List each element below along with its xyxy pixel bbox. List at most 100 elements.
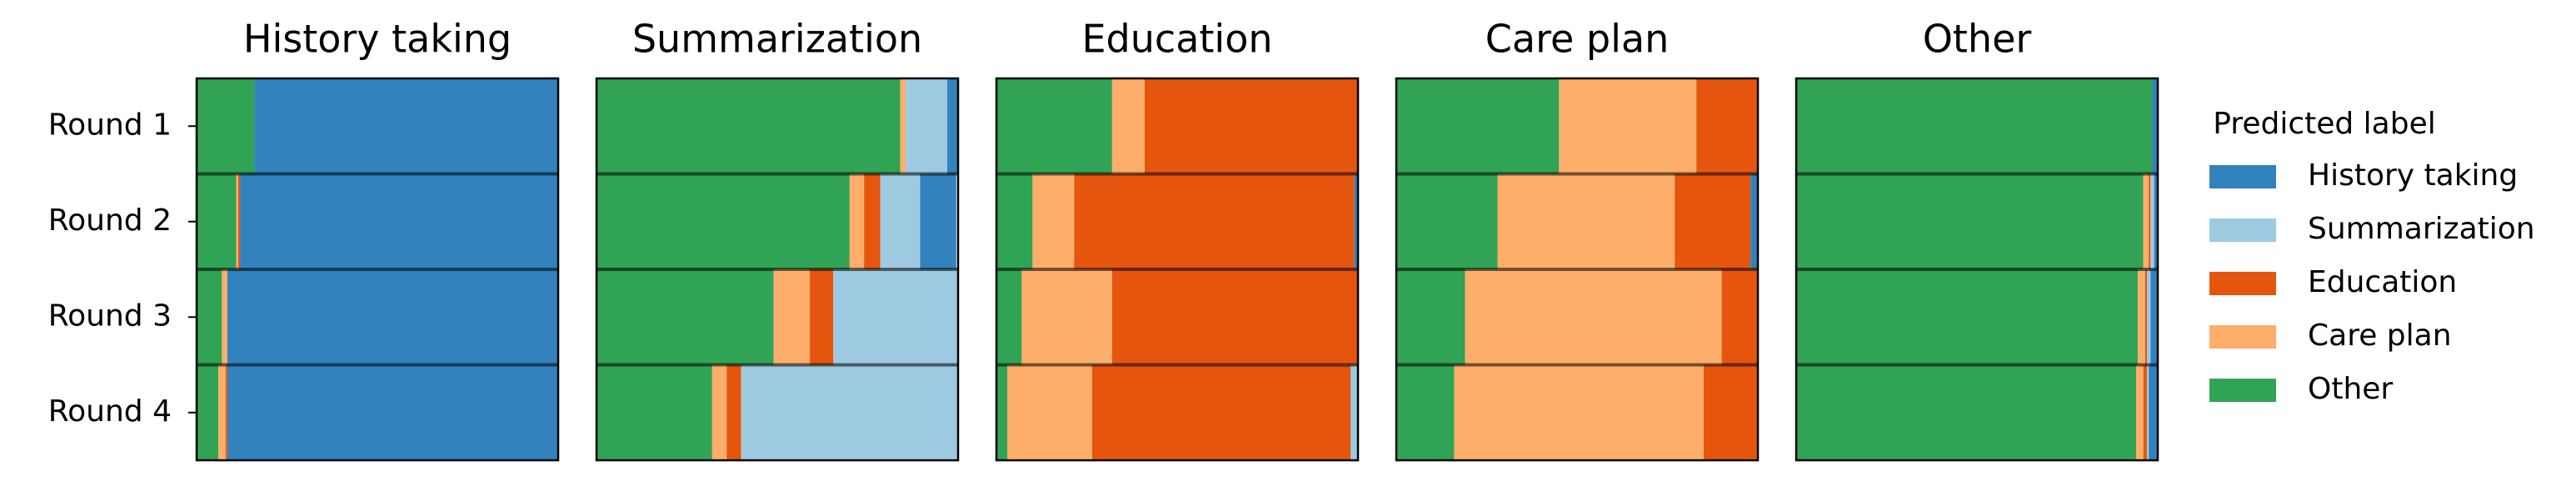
bar-segment (1721, 269, 1758, 365)
bar-segment (711, 364, 727, 460)
legend-label: Summarization (2308, 212, 2535, 246)
bar-segment (1350, 364, 1358, 460)
bar-segment (2149, 364, 2158, 460)
bar-segment (227, 269, 558, 365)
bar-segment (726, 364, 741, 460)
bar-segment (741, 364, 958, 460)
bar-segment (1396, 78, 1560, 174)
bar-segment (227, 364, 558, 460)
bar-segment (225, 364, 227, 460)
bar-segment (1497, 173, 1675, 269)
bar-segment (197, 78, 255, 174)
bar-segment (1144, 78, 1358, 174)
bar-segment (197, 269, 222, 365)
legend-swatch (2209, 325, 2276, 349)
bar-segment (1750, 173, 1758, 269)
bar-segment (1796, 364, 2136, 460)
bar-segment (597, 173, 850, 269)
bar-segment (1074, 173, 1355, 269)
bar-segment (2135, 364, 2144, 460)
legend-swatch (2209, 272, 2276, 295)
bar-segment (810, 269, 834, 365)
bar-segment (597, 364, 712, 460)
bar-segment (254, 78, 558, 174)
bar-segment (1111, 269, 1358, 365)
panel-title: Summarization (632, 17, 922, 62)
bar-segment (880, 173, 921, 269)
legend-label: Education (2308, 265, 2457, 299)
panel-frame (595, 77, 960, 462)
bar-segment (1796, 173, 2144, 269)
bar-segment (1796, 78, 2153, 174)
bar-segment (2154, 173, 2158, 269)
bar-segment (1696, 78, 1758, 174)
bar-segment (597, 269, 774, 365)
y-tick-label: Round 3 (48, 299, 172, 333)
y-tick-label: Round 2 (48, 203, 172, 238)
bar-segment (1396, 364, 1455, 460)
panel-title: Education (1081, 17, 1272, 62)
bar-segment (222, 269, 227, 365)
panel-frame (995, 77, 1360, 462)
bar-segment (197, 364, 219, 460)
bar-segment (2146, 364, 2149, 460)
legend-swatch (2209, 379, 2276, 402)
bar-segment (906, 78, 947, 174)
legend-label: Care plan (2308, 319, 2452, 353)
bar-segment (2150, 269, 2158, 365)
bar-segment (996, 364, 1008, 460)
bar-segment (197, 173, 237, 269)
bar-segment (2143, 364, 2147, 460)
bar-segment (597, 78, 901, 174)
bar-segment (2149, 173, 2151, 269)
bar-segment (920, 173, 956, 269)
bar-segment (1454, 364, 1704, 460)
bar-segment (1007, 364, 1093, 460)
bar-segment (849, 173, 865, 269)
bar-segment (900, 78, 906, 174)
bar-segment (833, 269, 958, 365)
bar-segment (1396, 269, 1465, 365)
bar-segment (1396, 173, 1498, 269)
bar-segment (2138, 269, 2145, 365)
bar-segment (773, 269, 811, 365)
bar-segment (237, 173, 241, 269)
bar-segment (2143, 173, 2149, 269)
bar-segment (236, 173, 238, 269)
panel-frame (195, 77, 560, 462)
panel-frame (1795, 77, 2159, 462)
panel-title: History taking (243, 17, 512, 62)
bar-segment (2146, 269, 2151, 365)
bar-segment (1021, 269, 1112, 365)
panel-title: Other (1923, 17, 2032, 62)
bar-segment (1559, 78, 1697, 174)
bar-segment (1465, 269, 1722, 365)
bar-segment (1032, 173, 1075, 269)
bar-segment (2150, 173, 2154, 269)
legend-title: Predicted label (2213, 107, 2436, 141)
bar-segment (2144, 269, 2147, 365)
y-tick-label: Round 4 (48, 394, 172, 429)
bar-segment (946, 78, 958, 174)
panel-frame (1395, 77, 1760, 462)
bar-segment (218, 364, 226, 460)
bar-segment (1796, 269, 2139, 365)
bar-segment (1703, 364, 1758, 460)
legend-label: Other (2308, 372, 2393, 406)
bar-segment (1111, 78, 1145, 174)
bar-segment (1675, 173, 1751, 269)
bar-segment (996, 78, 1112, 174)
bar-segment (1354, 173, 1358, 269)
bar-segment (996, 173, 1033, 269)
legend-label: History taking (2308, 158, 2518, 193)
bar-segment (996, 269, 1022, 365)
legend-swatch (2209, 218, 2276, 242)
bar-segment (1092, 364, 1351, 460)
bar-segment (864, 173, 881, 269)
panel-title: Care plan (1485, 17, 1669, 62)
y-tick-label: Round 1 (48, 108, 172, 142)
bar-segment (2152, 78, 2158, 174)
bar-segment (240, 173, 558, 269)
